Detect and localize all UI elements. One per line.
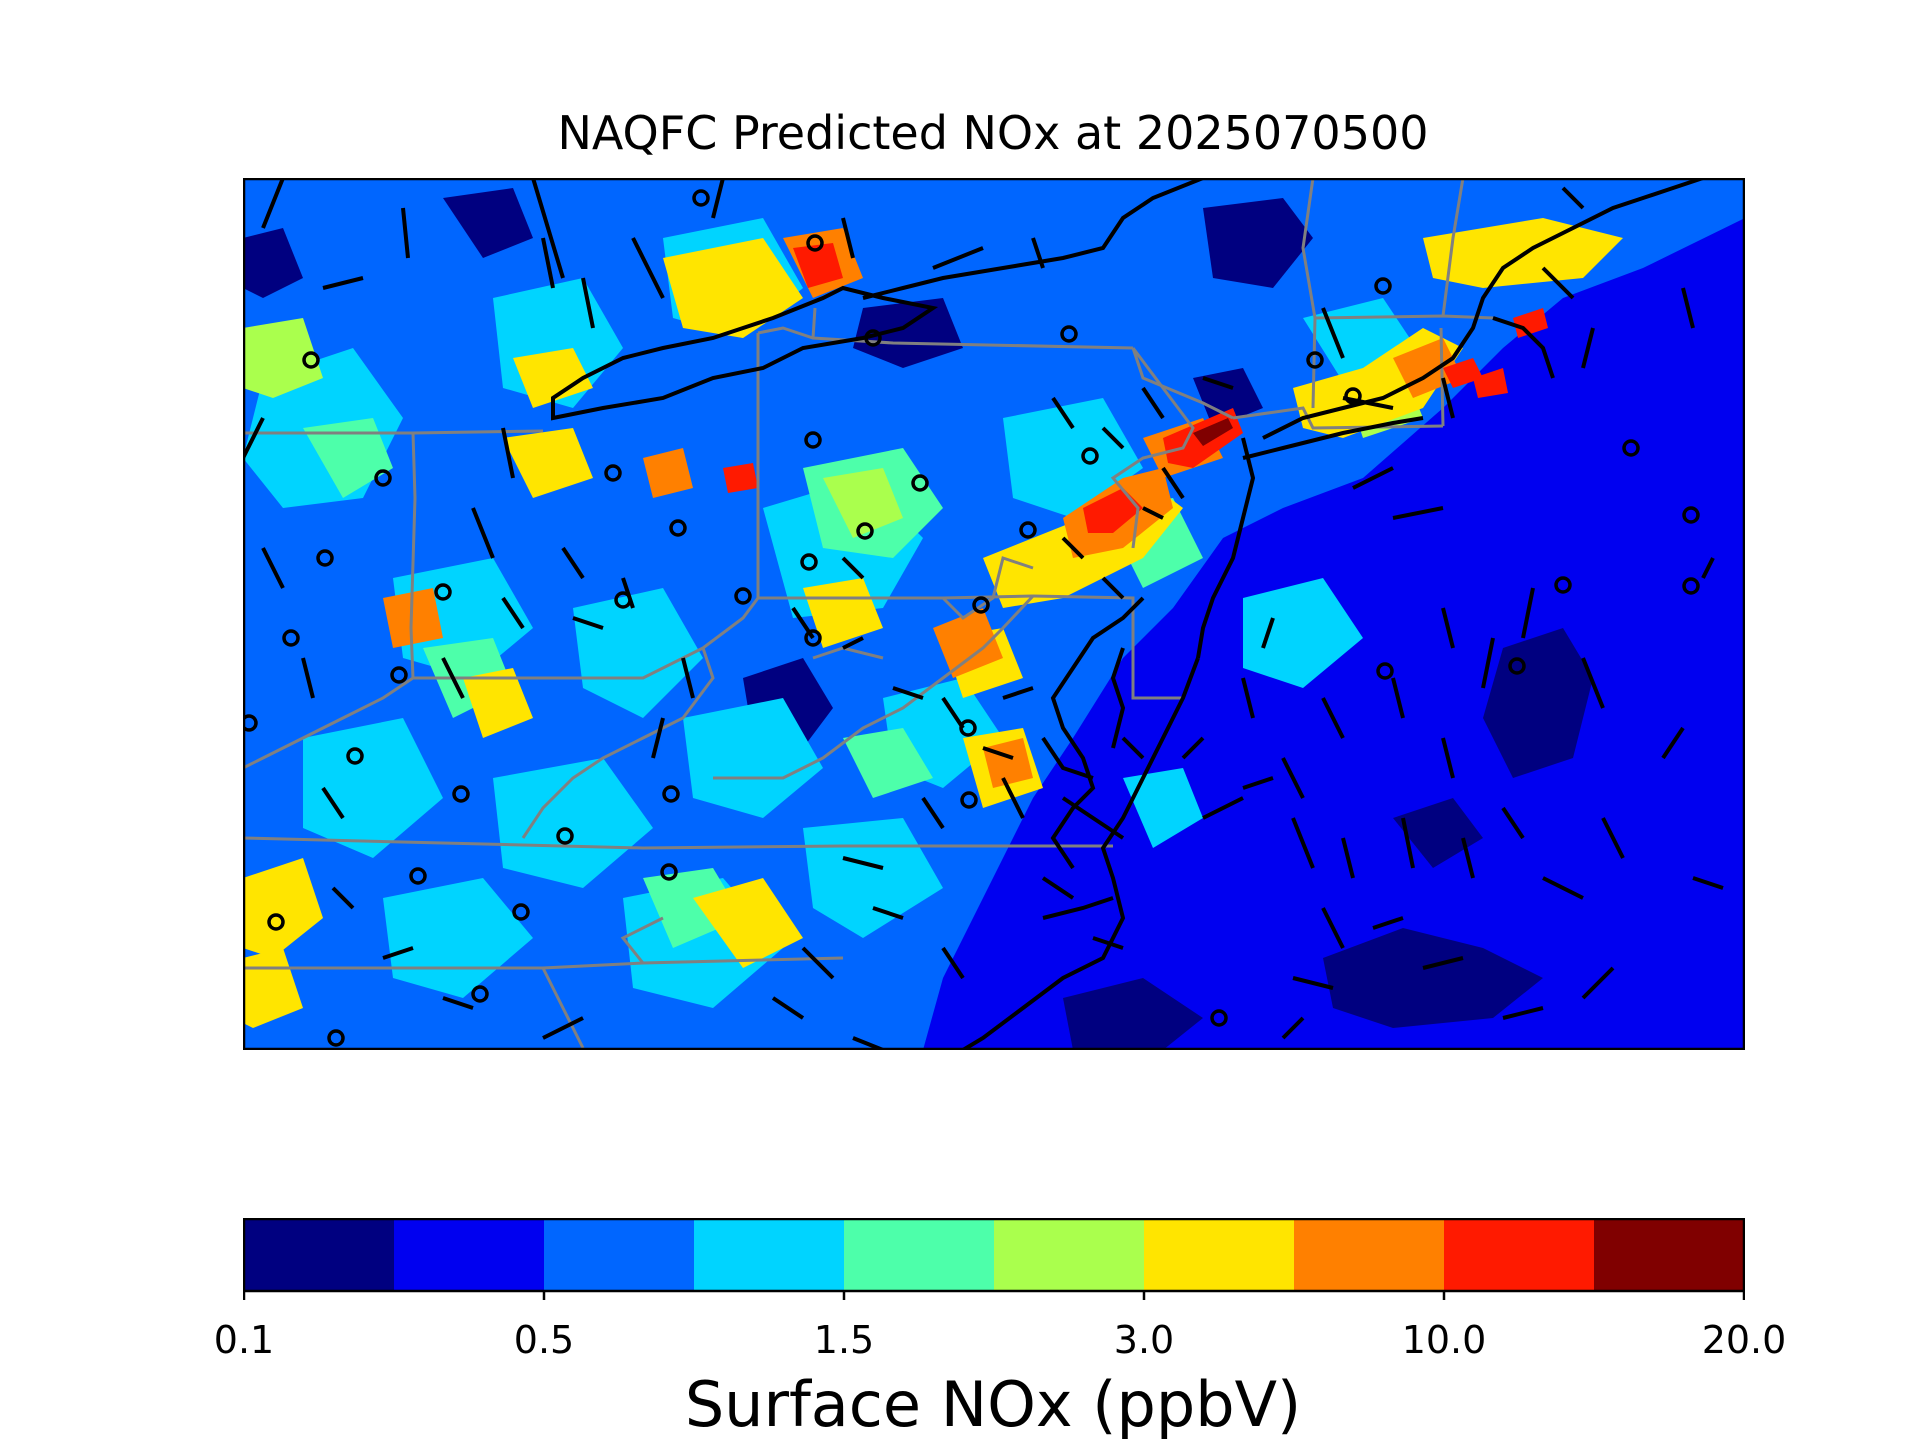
map-frame	[243, 178, 1745, 1050]
colorbar-cell-2	[544, 1219, 695, 1291]
colorbar-label: Surface NOx (ppbV)	[684, 1368, 1302, 1440]
state-boundaries	[243, 178, 1494, 1049]
colorbar-cell-3	[694, 1219, 845, 1291]
colorbar-cell-6	[1144, 1219, 1295, 1291]
colorbar-cell-8	[1444, 1219, 1595, 1291]
station-markers	[243, 189, 1700, 1047]
map-title: NAQFC Predicted NOx at 2025070500	[557, 106, 1429, 160]
map-panel	[243, 178, 1745, 1050]
hotspot-darkred	[1193, 418, 1233, 446]
wind-barbs	[243, 178, 1724, 1050]
colorbar-cell-1	[394, 1219, 545, 1291]
low-nox-patches	[243, 188, 1593, 1050]
colorbar-cell-5	[994, 1219, 1145, 1291]
coastlines	[551, 178, 1704, 1050]
colorbar-tick-label: 20.0	[1701, 1318, 1787, 1362]
colorbar-tick-label: 0.1	[213, 1318, 275, 1362]
colorbar	[243, 1218, 1745, 1300]
colorbar-cell-7	[1294, 1219, 1445, 1291]
colorbar-tick-label: 1.5	[813, 1318, 875, 1362]
colorbar-cell-0	[244, 1219, 395, 1291]
colorbar-cell-9	[1594, 1219, 1745, 1291]
colorbar-tick-label: 3.0	[1113, 1318, 1175, 1362]
colorbar-tick-label: 0.5	[513, 1318, 575, 1362]
colorbar-tick-label: 10.0	[1401, 1318, 1487, 1362]
colorbar-cell-4	[844, 1219, 995, 1291]
